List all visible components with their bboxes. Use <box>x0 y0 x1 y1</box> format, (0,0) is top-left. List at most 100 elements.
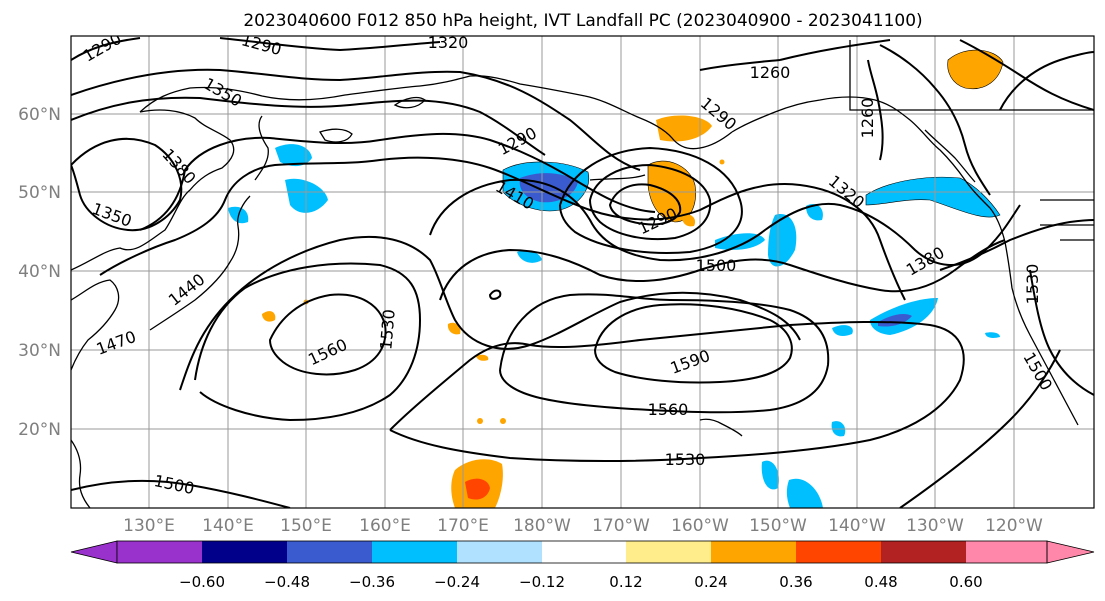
colorbar-swatch <box>202 541 287 563</box>
height-contour <box>608 183 682 226</box>
height-contour <box>1029 269 1094 396</box>
lon-label: 130°E <box>123 516 175 536</box>
ivt-negative-region <box>786 478 823 508</box>
height-contour <box>959 39 1094 111</box>
colorbar-swatch <box>287 541 372 563</box>
lat-label: 60°N <box>18 105 61 125</box>
height-contour <box>71 37 441 61</box>
ivt-positive-region <box>262 311 276 322</box>
lon-label: 140°E <box>202 516 254 536</box>
colorbar: −0.60 −0.48 −0.36 −0.24 −0.12 0.12 0.24 … <box>70 540 1095 591</box>
ivt-positive-region <box>447 322 461 335</box>
height-contour <box>593 303 793 384</box>
colorbar-swatch <box>711 541 796 563</box>
colorbar-tick: −0.48 <box>264 573 310 591</box>
height-contour <box>499 293 830 414</box>
height-contour <box>429 178 1021 267</box>
height-contour <box>389 320 965 462</box>
contour-label: 1260 <box>858 98 877 139</box>
colorbar-swatch <box>372 541 457 563</box>
ivt-negative-region <box>517 250 542 263</box>
ivt-negative-region <box>806 203 823 221</box>
colorbar-swatch <box>966 541 1047 563</box>
height-contour <box>179 235 801 391</box>
height-contour <box>488 289 502 300</box>
lon-label: 180°W <box>513 516 571 536</box>
ivt-shading <box>228 49 1004 508</box>
ivt-strong-negative-region <box>878 314 912 327</box>
colorbar-swatch <box>881 541 966 563</box>
height-contour <box>999 51 1094 111</box>
colorbar-extend-low <box>70 540 118 564</box>
ivt-positive-region <box>681 214 696 227</box>
ivt-strong-positive-region <box>465 478 490 500</box>
colorbar-swatch <box>796 541 881 563</box>
height-contour <box>439 239 1006 301</box>
coastline <box>319 128 353 143</box>
ivt-negative-region <box>865 176 1001 218</box>
colorbar-tick: −0.12 <box>519 573 565 591</box>
height-contour <box>99 156 906 301</box>
lon-label: 170°E <box>437 516 489 536</box>
height-contour <box>867 59 884 161</box>
colorbar-extend-high <box>1046 540 1095 564</box>
coastline <box>731 96 1006 243</box>
latitude-labels: 60°N 50°N 40°N 30°N 20°N <box>18 105 61 440</box>
ivt-positive-dot <box>477 418 483 424</box>
height-contour <box>559 146 743 255</box>
height-contour <box>71 479 291 508</box>
contour-label: 1320 <box>428 33 469 52</box>
coastline <box>924 129 976 183</box>
colorbar-tick: 0.12 <box>609 573 642 591</box>
ivt-positive-dot <box>500 418 506 424</box>
colorbar-swatch <box>626 541 711 563</box>
coastline <box>1040 224 1094 241</box>
map-frame <box>70 35 1095 509</box>
coastline <box>589 174 646 181</box>
height-contour <box>71 137 183 232</box>
ivt-negative-region <box>761 460 779 490</box>
ivt-negative-region <box>768 214 797 267</box>
coastline <box>699 418 743 437</box>
height-contour <box>879 44 991 196</box>
coastline <box>254 115 269 181</box>
lon-label: 160°W <box>671 516 729 536</box>
lon-label: 150°W <box>749 516 807 536</box>
lat-label: 40°N <box>18 262 61 282</box>
coastline <box>584 95 733 150</box>
colorbar-tick: 0.36 <box>779 573 812 591</box>
colorbar-tick: −0.24 <box>434 573 480 591</box>
ivt-positive-region <box>947 49 1004 90</box>
colorbar-swatch <box>117 541 202 563</box>
coastline <box>849 40 1094 111</box>
coastline <box>71 109 235 271</box>
colorbar-tick: −0.36 <box>349 573 395 591</box>
contour-label: 1530 <box>376 308 398 350</box>
lat-label: 20°N <box>18 420 61 440</box>
height-contour <box>194 262 422 422</box>
contour-label: 1530 <box>665 450 706 469</box>
height-contour <box>71 96 546 156</box>
ivt-positive-dot <box>719 159 725 165</box>
coastlines <box>71 40 1094 508</box>
height-contours <box>71 37 1094 508</box>
contour-label: 1530 <box>1023 264 1042 305</box>
contour-label: 1560 <box>648 400 689 419</box>
lat-label: 30°N <box>18 341 61 361</box>
colorbar-tick: −0.60 <box>179 573 225 591</box>
graticule <box>71 36 1094 508</box>
height-contour <box>939 219 1094 271</box>
colorbar-tick: 0.60 <box>949 573 982 591</box>
height-contour <box>268 293 387 376</box>
coastline <box>149 195 251 331</box>
colorbar-tick: 0.24 <box>694 573 727 591</box>
lon-label: 120°W <box>985 516 1043 536</box>
lon-label: 160°E <box>359 516 411 536</box>
ivt-negative-region <box>275 144 312 167</box>
colorbar-tick: 0.48 <box>864 573 897 591</box>
map-panel: 1290 1290 1320 1260 1350 1260 1290 1290 … <box>70 33 1095 509</box>
coastline <box>1004 241 1079 426</box>
coastline <box>71 439 91 508</box>
lon-label: 130°W <box>906 516 964 536</box>
